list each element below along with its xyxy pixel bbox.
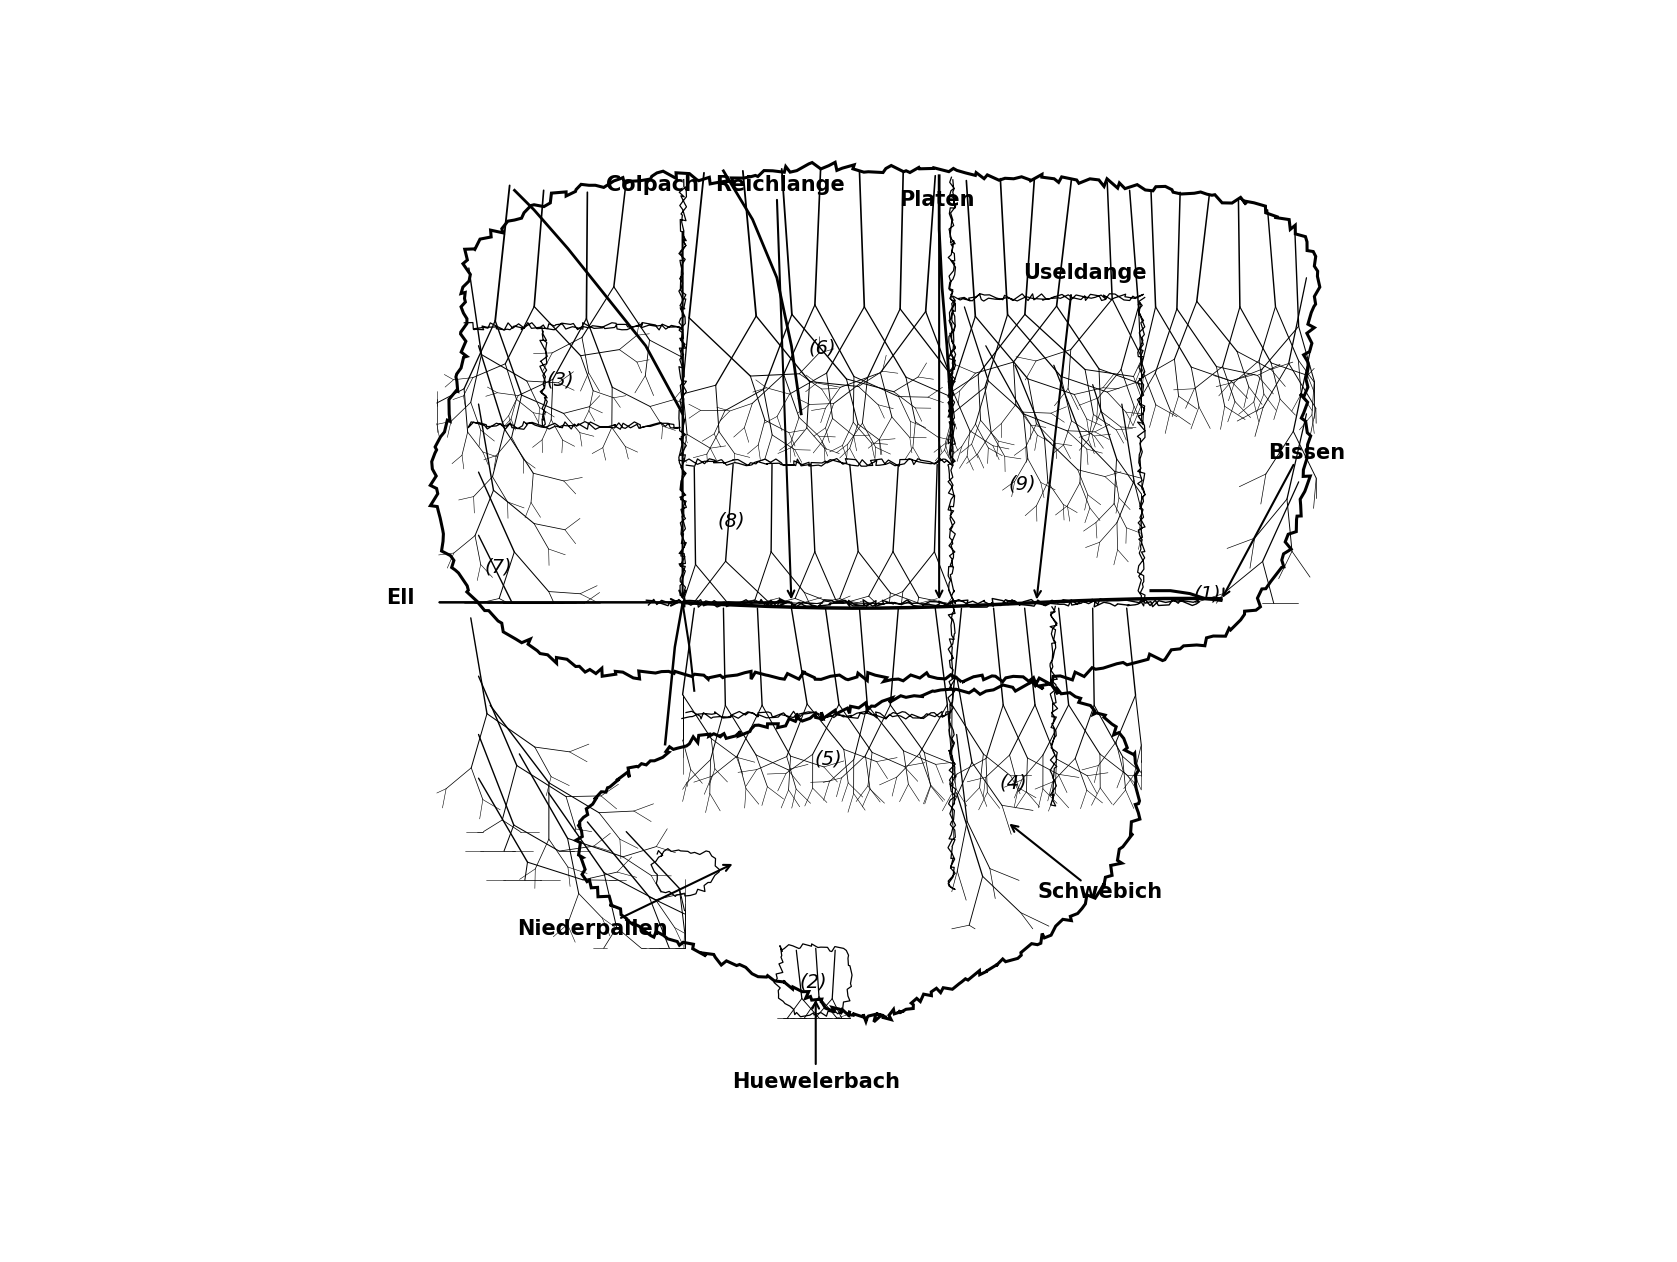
Text: Schwebich: Schwebich	[1038, 882, 1164, 902]
Text: (4): (4)	[999, 774, 1026, 793]
Text: Useldange: Useldange	[1023, 262, 1147, 283]
Text: (1): (1)	[1194, 584, 1221, 603]
Text: Bissen: Bissen	[1268, 443, 1345, 463]
Text: (5): (5)	[815, 750, 842, 769]
Text: Huewelerbach: Huewelerbach	[731, 1073, 901, 1093]
Text: Platen: Platen	[899, 191, 974, 209]
Text: (8): (8)	[718, 511, 745, 530]
Polygon shape	[431, 163, 1320, 1022]
Text: (3): (3)	[547, 370, 574, 389]
Text: (2): (2)	[798, 973, 827, 992]
Text: Ell: Ell	[387, 588, 414, 608]
Text: (6): (6)	[808, 338, 837, 357]
Text: (9): (9)	[1010, 475, 1036, 493]
Text: Niederpallen: Niederpallen	[517, 919, 667, 939]
Text: (7): (7)	[485, 558, 511, 577]
Text: Colpach: Colpach	[605, 175, 699, 196]
Text: Reichlange: Reichlange	[714, 175, 845, 196]
